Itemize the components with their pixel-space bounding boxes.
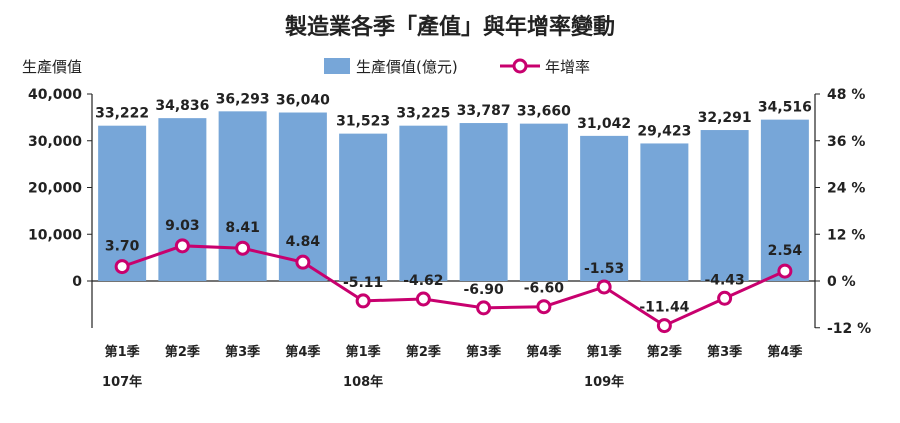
bar [760,119,809,282]
rate-point [295,254,311,270]
rate-value-label: -11.44 [639,300,689,316]
bar [98,125,147,281]
category-label: 第1季 [105,344,140,360]
category-label: 第2季 [406,344,441,360]
chart-title: 製造業各季「產值」與年增率變動 [284,14,615,40]
category-label: 第1季 [346,344,381,360]
y2-tick-label: 0 % [827,274,856,290]
bar-value-label: 33,222 [95,106,149,122]
category-label: 第2季 [165,344,200,360]
y-axis-label: 生產價值 [22,58,82,76]
rate-value-label: -6.90 [463,282,504,298]
y2-tick-label: 24 % [827,181,865,197]
rate-point [114,259,130,275]
y2-tick-label: 36 % [827,134,865,150]
category-label: 第4季 [526,344,561,360]
bar-value-label: 36,293 [216,91,270,107]
y-tick-label: 20,000 [28,181,82,197]
rate-value-label: 8.41 [225,220,260,236]
rate-point [536,299,552,315]
rate-value-label: 4.84 [286,234,321,250]
rate-point [717,290,733,306]
category-label: 第2季 [647,344,682,360]
bar [399,125,448,281]
legend-line-label: 年增率 [545,58,590,76]
bar [339,133,388,281]
y2-tick-label: 12 % [827,227,865,243]
y-tick-label: 30,000 [28,134,82,150]
y2-tick-label: -12 % [827,321,871,337]
bar-value-label: 36,040 [276,93,330,109]
legend-line-marker [512,58,528,74]
legend-bar-swatch [324,58,350,74]
rate-point [355,293,371,309]
y2-tick-label: 48 % [827,87,865,103]
bar [640,143,689,281]
rate-value-label: -5.11 [343,275,383,291]
rate-line [121,244,786,328]
rate-value-label: 2.54 [768,243,803,259]
year-label: 109年 [584,374,624,390]
category-label: 第3季 [707,344,742,360]
bar [459,123,508,281]
legend: 生產價值(億元) 年增率 [324,58,590,76]
rate-point [596,279,612,295]
bar [158,118,207,282]
y-tick-label: 10,000 [28,227,82,243]
bar-value-label: 33,787 [457,103,511,119]
year-label: 108年 [343,374,383,390]
bar-value-label: 33,660 [517,104,571,120]
bar-value-label: 29,423 [637,123,691,139]
bar [278,112,327,281]
rate-point [174,238,190,254]
axes: 40,000 30,000 20,000 10,000 0 48 % 36 % 24 % 12 … [28,87,871,337]
y-tick-label: 40,000 [28,87,82,103]
legend-bar-label: 生產價值(億元) [356,58,458,76]
category-label: 第4季 [767,344,802,360]
bars [98,111,809,282]
bar-value-label: 31,042 [577,116,631,132]
bar [580,135,629,281]
category-label: 第1季 [587,344,622,360]
rate-value-label: -6.60 [524,281,565,297]
rate-line-group [114,238,793,334]
rate-value-label: -4.62 [403,273,443,289]
rate-value-label: 9.03 [165,218,200,234]
rate-point [777,263,793,279]
rate-value-label: -4.43 [704,272,744,288]
bar-value-label: 34,836 [155,98,209,114]
bar-value-label: 34,516 [758,100,812,116]
bar-value-label: 33,225 [396,106,450,122]
category-label: 第4季 [285,344,320,360]
labels: 33,222 第1季 34,836 第2季 36,293 第3季 36,040 第4季 31,5… [95,91,812,390]
rate-point [235,240,251,256]
bar [700,130,749,281]
category-label: 第3季 [225,344,260,360]
bar-value-label: 31,523 [336,114,390,130]
rate-point [656,318,672,334]
rate-point [415,291,431,307]
y-tick-label: 0 [72,274,82,290]
year-label: 107年 [102,374,142,390]
rate-value-label: 3.70 [105,239,140,255]
rate-value-label: -1.53 [584,261,624,277]
rate-point [476,300,492,316]
bar [519,123,568,282]
category-label: 第3季 [466,344,501,360]
bar-value-label: 32,291 [698,110,752,126]
